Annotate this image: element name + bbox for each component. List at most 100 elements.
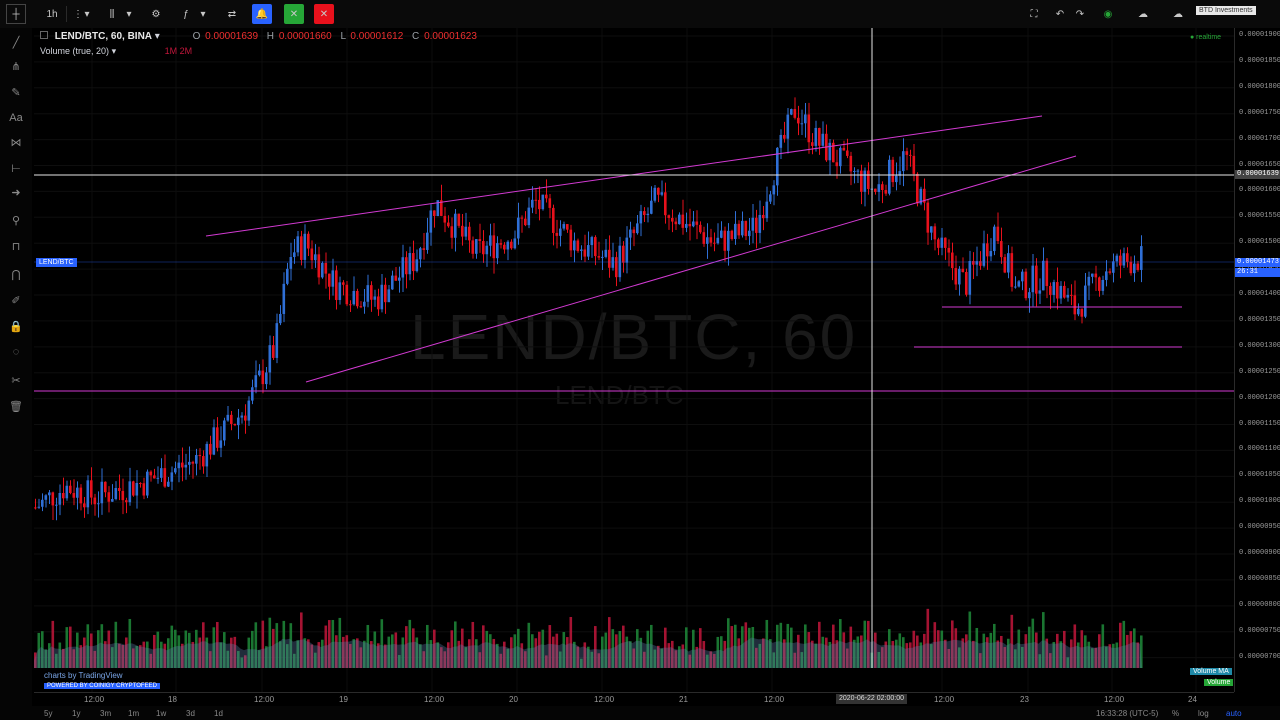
pencil-lock-icon[interactable]: ✐ <box>11 294 21 307</box>
time-axis[interactable]: 12:00 18 12:00 19 12:00 20 12:00 21 12:00 12:00 23… <box>34 692 1234 707</box>
candle <box>912 155 916 174</box>
magnet-strong-icon[interactable]: ⋂ <box>11 268 21 281</box>
trend-line-upper <box>205 115 1043 237</box>
range-5y[interactable]: 5y <box>44 709 53 718</box>
log-toggle[interactable]: log <box>1198 709 1209 718</box>
more-icon[interactable]: ⋮ <box>73 8 83 20</box>
volume-bar <box>741 626 744 668</box>
lock-icon[interactable]: 🔒 <box>9 320 23 333</box>
volume-bar <box>814 643 818 668</box>
magnet-icon[interactable]: ⊓ <box>11 240 21 253</box>
tradingview-credit[interactable]: charts by TradingView <box>44 671 123 680</box>
redo-icon[interactable]: ↷ <box>1075 8 1085 20</box>
auto-toggle[interactable]: auto <box>1226 709 1242 718</box>
percent-toggle[interactable]: % <box>1172 709 1180 718</box>
candle <box>426 232 429 250</box>
volume-bar <box>184 630 188 668</box>
line-tool-icon[interactable]: ╱ <box>12 36 20 49</box>
volume-legend[interactable]: Volume (true, 20) ▾ 1M 2M <box>40 46 192 57</box>
measure-icon[interactable]: ⊢ <box>11 162 21 175</box>
sell-icon[interactable]: ✕ <box>314 4 334 24</box>
undo-icon[interactable]: ↶ <box>1055 8 1065 20</box>
candle <box>800 123 804 125</box>
candle-type-icon[interactable]: ⫼ <box>109 8 115 20</box>
chevron-down-icon[interactable]: ▾ <box>200 8 206 20</box>
pattern-icon[interactable]: ⋈ <box>10 136 22 149</box>
candle <box>132 481 135 496</box>
chevron-down-icon[interactable]: ▾ <box>84 8 90 20</box>
zoom-icon[interactable]: ⚲ <box>11 214 21 227</box>
candle <box>275 323 279 358</box>
volume-bar <box>37 632 41 668</box>
volume-bar <box>660 648 664 668</box>
range-1m[interactable]: 1m <box>128 709 140 718</box>
candle <box>352 290 356 305</box>
candle <box>83 503 86 508</box>
candle <box>188 461 191 465</box>
candle <box>650 200 653 214</box>
range-3d[interactable]: 3d <box>186 709 195 718</box>
candle <box>681 214 685 228</box>
candle <box>359 306 363 308</box>
volume-bar <box>1108 644 1112 668</box>
alert-icon[interactable]: 🔔 <box>252 4 272 24</box>
crosshair-tool-icon[interactable]: ┼ <box>6 4 26 24</box>
brush-icon[interactable]: ✎ <box>11 86 21 99</box>
candle <box>272 345 275 358</box>
indicators-icon[interactable]: ƒ <box>183 8 189 20</box>
candle <box>793 109 797 118</box>
chevron-down-icon[interactable]: ▾ <box>126 8 132 20</box>
candle <box>587 245 590 257</box>
range-1d[interactable]: 1d <box>214 709 223 718</box>
volume-bar <box>475 639 478 668</box>
candle <box>1031 265 1035 293</box>
compare-icon[interactable]: ⇄ <box>227 8 237 20</box>
symbol-name[interactable]: LEND/BTC, 60, BINA <box>54 31 153 42</box>
fullscreen-icon[interactable]: ⛶ <box>1030 8 1038 20</box>
candle <box>520 217 524 219</box>
cloud-icon[interactable]: ☁ <box>1138 8 1148 20</box>
time-tick: 12:00 <box>764 695 785 704</box>
candle <box>888 159 891 194</box>
remove-drawings-icon[interactable]: ✂ <box>11 374 21 387</box>
volume-bar <box>394 632 398 668</box>
cloud-upload-icon[interactable]: ☁ <box>1173 8 1183 20</box>
candle <box>667 215 671 218</box>
candle <box>387 289 391 303</box>
chevron-down-icon[interactable]: ▾ <box>111 46 117 56</box>
volume-bar <box>457 640 461 668</box>
candle <box>975 261 979 265</box>
candle <box>1133 263 1136 274</box>
volume-bar <box>1010 614 1014 668</box>
pitchfork-icon[interactable]: ⋔ <box>11 60 21 73</box>
volume-bar <box>762 638 765 668</box>
price-chart[interactable] <box>34 28 1234 692</box>
legend-collapse-icon[interactable] <box>40 31 48 39</box>
volume-bar <box>114 621 118 668</box>
chevron-down-icon[interactable]: ▾ <box>154 31 160 42</box>
price-axis[interactable]: 0.00001900 0.00001850 0.00001800 0.00001750… <box>1234 28 1280 692</box>
volume-bar <box>384 644 387 668</box>
candle <box>377 296 380 310</box>
interval-button[interactable]: 1h <box>46 8 58 20</box>
volume-bar <box>734 624 737 668</box>
gear-icon[interactable]: ⚙ <box>151 8 161 20</box>
eye-icon[interactable]: ◌ <box>12 346 20 358</box>
candle <box>457 213 461 226</box>
volume-bar <box>569 616 573 668</box>
candle <box>443 215 447 223</box>
candle <box>1066 294 1070 298</box>
trash-icon[interactable]: 🗑 <box>9 400 23 413</box>
range-3m[interactable]: 3m <box>100 709 112 718</box>
range-1y[interactable]: 1y <box>72 709 81 718</box>
price-tick: 0.00000750 <box>1239 626 1280 635</box>
candle <box>69 485 72 494</box>
arrow-icon[interactable]: ➜ <box>11 186 21 199</box>
text-tool-icon[interactable]: Aa <box>9 112 23 124</box>
volume-bar <box>800 652 804 668</box>
price-tick: 0.00000700 <box>1239 652 1280 661</box>
buy-icon[interactable]: ✕ <box>284 4 304 24</box>
candle <box>706 237 709 244</box>
camera-icon[interactable]: ◉ <box>1103 8 1113 20</box>
range-1w[interactable]: 1w <box>156 709 167 718</box>
